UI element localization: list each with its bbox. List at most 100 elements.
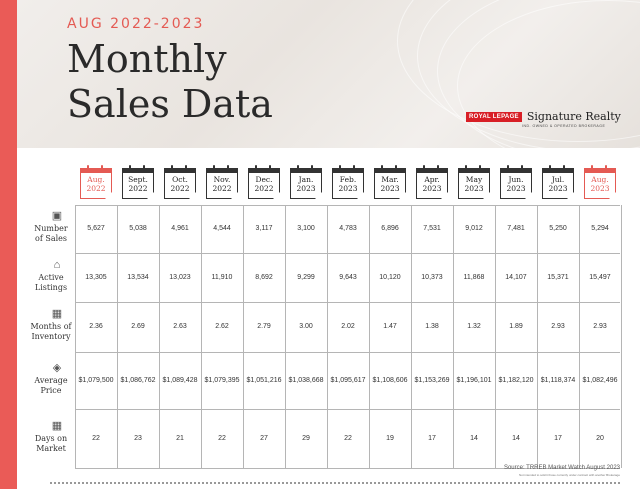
calendar-icon: ▦ [51, 308, 63, 320]
table-row-divider [75, 409, 620, 410]
table-cell: 8,692 [255, 273, 273, 281]
table-cell: $1,079,395 [204, 376, 240, 384]
month-name: May [465, 175, 483, 184]
table-cell: 11,910 [211, 273, 233, 281]
table-column-divider [243, 205, 244, 468]
table-column-divider [537, 205, 538, 468]
table-cell: 5,627 [87, 225, 105, 232]
table-cell: 27 [260, 434, 268, 442]
table-cell: $1,089,428 [162, 376, 198, 384]
calendar-grid-icon: ▦ [51, 419, 63, 432]
table-column-divider [369, 205, 370, 468]
brand-name: Signature Realty [526, 110, 621, 123]
table-column-divider [621, 205, 622, 468]
month-year: 2022 [128, 184, 148, 193]
table-cell: 15,497 [589, 273, 611, 281]
month-name: Apr. [424, 175, 440, 184]
table-column-divider [75, 205, 76, 468]
month-calendar-icon: Mar. 2023 [374, 165, 406, 199]
month-name: Jan. [298, 175, 314, 184]
table-column-divider [579, 205, 580, 468]
table-cell: 2.93 [593, 323, 607, 330]
row-label-line-2: Market [36, 443, 66, 453]
table-cell: 23 [134, 434, 142, 442]
table-cell: 29 [302, 434, 310, 442]
header-banner: AUG 2022-2023 Monthly Sales Data ROYAL L… [17, 0, 640, 148]
page-subtitle: AUG 2022-2023 [67, 16, 205, 32]
table-cell: 11,868 [463, 273, 485, 281]
bottom-divider [50, 482, 620, 488]
table-cell: 9,012 [465, 225, 483, 232]
table-row-divider [75, 253, 620, 254]
month-year: 2022 [170, 184, 190, 193]
row-label: Average Price [22, 376, 80, 396]
table-cell: 20 [596, 434, 604, 442]
table-cell: 10,120 [379, 273, 401, 281]
month-name: Dec. [255, 175, 273, 184]
month-year: 2022 [254, 184, 274, 193]
table-cell: 3.00 [299, 323, 313, 330]
table-cell: 14,107 [505, 273, 527, 281]
month-year: 2022 [212, 184, 232, 193]
month-calendar-icon: Aug. 2022 [80, 165, 112, 199]
table-column-divider [159, 205, 160, 468]
table-cell: $1,086,762 [120, 376, 156, 384]
month-calendar-icon: Nov. 2022 [206, 165, 238, 199]
table-cell: 10,373 [421, 273, 443, 281]
table-cell: 22 [92, 434, 100, 442]
table-cell: 1.47 [383, 323, 397, 330]
month-name: Sept. [128, 175, 148, 184]
table-row-divider [75, 352, 620, 353]
table-cell: 6,896 [381, 225, 399, 232]
table-cell: $1,118,374 [540, 376, 576, 384]
accent-bar [0, 0, 17, 489]
row-label-line-2: Listings [34, 282, 68, 292]
brand-logo: ROYAL LEPAGE Signature Realty [466, 111, 621, 122]
table-cell: 22 [344, 434, 352, 442]
table-cell: 21 [176, 434, 184, 442]
table-row-divider [75, 205, 620, 206]
table-cell: 17 [554, 434, 562, 442]
table-column-divider [285, 205, 286, 468]
table-cell: 1.38 [425, 323, 439, 330]
home-icon: ⌂ [53, 258, 61, 271]
table-cell: 2.69 [131, 323, 145, 330]
table-cell: 2.02 [341, 323, 355, 330]
row-label-line-2: of Sales [35, 234, 67, 243]
table-cell: $1,182,120 [498, 376, 534, 384]
table-cell: 4,544 [213, 225, 231, 232]
table-row-divider [75, 468, 620, 469]
row-label-line-1: Days on [34, 433, 68, 443]
table-cell: 2.79 [257, 323, 271, 330]
table-cell: 2.93 [551, 323, 565, 330]
table-cell: 1.32 [467, 323, 481, 330]
royal-lepage-logo: ROYAL LEPAGE [466, 111, 522, 122]
table-cell: 5,250 [549, 225, 567, 232]
title-line-1: Monthly [67, 37, 227, 81]
table-column-divider [411, 205, 412, 468]
title-line-2: Sales Data [67, 82, 273, 126]
table-cell: 3,117 [255, 225, 273, 232]
row-label: Active Listings [22, 273, 80, 293]
month-name: Aug. [87, 175, 105, 184]
table-column-divider [201, 205, 202, 468]
table-cell: 15,371 [547, 273, 569, 281]
source-text: Source: TRREB Market Watch August 2023 [503, 465, 620, 471]
table-cell: 3,100 [297, 225, 315, 232]
table-column-divider [327, 205, 328, 468]
table-cell: 22 [218, 434, 226, 442]
table-cell: 1.89 [509, 323, 523, 330]
table-cell: $1,108,606 [372, 376, 408, 384]
table-cell: 7,481 [507, 225, 525, 232]
table-cell: $1,153,269 [414, 376, 450, 384]
table-cell: 2.36 [89, 323, 103, 330]
table-cell: 5,294 [591, 225, 609, 232]
month-year: 2023 [338, 184, 358, 193]
table-cell: 14 [512, 434, 520, 442]
month-calendar-icon: Aug. 2023 [584, 165, 616, 199]
row-label-line-1: Months of [30, 322, 72, 331]
table-cell: 2.62 [215, 323, 229, 330]
house-icon: ▣ [51, 210, 63, 222]
month-name: Nov. [213, 175, 231, 184]
month-calendar-icon: Apr. 2023 [416, 165, 448, 199]
